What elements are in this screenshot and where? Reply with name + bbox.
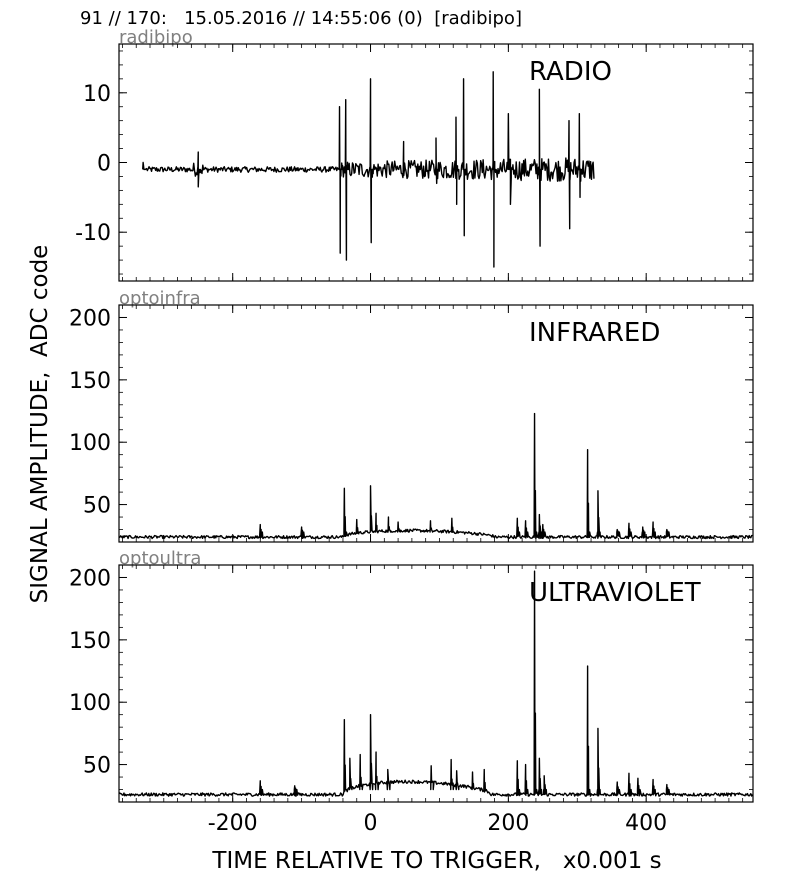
y-tick-label: 0 xyxy=(97,152,111,177)
y-tick-label: 150 xyxy=(69,629,111,654)
channel-label: optoinfra xyxy=(119,288,201,309)
y-tick-label: 50 xyxy=(83,494,111,519)
y-tick-label: 200 xyxy=(69,306,111,331)
signal-trace-optoultra xyxy=(119,570,753,797)
y-axis-label: SIGNAL AMPLITUDE, ADC code xyxy=(27,244,53,604)
x-tick-label: -200 xyxy=(208,811,258,836)
plot-frame xyxy=(118,564,754,803)
y-tick-label: 150 xyxy=(69,369,111,394)
signal-trace-optoinfra xyxy=(119,412,753,540)
channel-label: optoultra xyxy=(119,548,201,569)
y-tick-label: 200 xyxy=(69,566,111,591)
panel-title: ULTRAVIOLET xyxy=(529,578,701,608)
y-tick-label: 100 xyxy=(69,431,111,456)
panel-optoinfra: optoinfra 200 150 100 50 INFRARED xyxy=(69,288,754,543)
plot-frame xyxy=(118,304,754,543)
x-axis-label: TIME RELATIVE TO TRIGGER, x0.001 s xyxy=(212,848,662,874)
y-tick-label: -10 xyxy=(75,221,111,246)
x-tick-label: 0 xyxy=(364,811,378,836)
y-tick-label: 100 xyxy=(69,691,111,716)
y-tick-label: 50 xyxy=(83,754,111,779)
panel-optoultra: optoultra 200 150 100 50 -200 0 200 400 ULTRAVIOL… xyxy=(69,548,754,836)
channel-label: radibipo xyxy=(119,27,193,48)
x-tick-label: 400 xyxy=(625,811,667,836)
figure-header: 91 // 170: 15.05.2016 // 14:55:06 (0) [r… xyxy=(80,8,522,29)
panel-radibipo: radibipo 10 0 -10 RADIO xyxy=(75,27,754,282)
x-tick-label: 200 xyxy=(487,811,529,836)
panel-title: INFRARED xyxy=(529,318,660,348)
panel-title: RADIO xyxy=(529,57,612,87)
signal-trace-radibipo xyxy=(142,71,595,268)
y-tick-label: 10 xyxy=(83,82,111,107)
